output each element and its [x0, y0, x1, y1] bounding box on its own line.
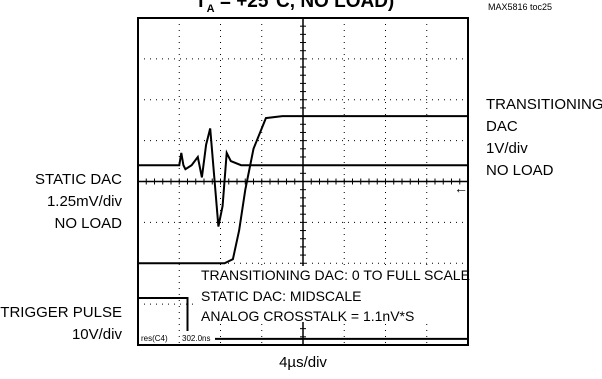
- transitioning-label: TRANSITIONING DAC 1V/div NO LOAD: [486, 96, 602, 179]
- figure-id: MAX5816 toc25: [488, 2, 553, 12]
- x-scale-label: 4µs/div: [279, 354, 327, 371]
- grid: [137, 17, 469, 346]
- readout-time: 302.0ns: [182, 334, 210, 343]
- readout-box-2: [180, 331, 215, 343]
- annotation-3: ANALOG CROSSTALK = 1.1nV*S: [201, 308, 414, 324]
- readout-box-1: [140, 331, 175, 343]
- trigger-label: TRIGGER PULSE 10V/div: [0, 304, 122, 343]
- annotation-1: TRANSITIONING DAC: 0 TO FULL SCALE: [201, 267, 470, 283]
- annotation-box: [198, 266, 464, 322]
- trace-trigger-pulse: [138, 297, 468, 340]
- annotation-2: STATIC DAC: MIDSCALE: [201, 288, 362, 304]
- readout-channel: res(C4): [141, 334, 168, 343]
- traces: [138, 115, 468, 340]
- trace-transitioning-dac: [138, 115, 468, 265]
- trace-static-dac: [138, 128, 468, 227]
- annotations: TRANSITIONING DAC: 0 TO FULL SCALE STATI…: [198, 266, 470, 324]
- static-label: STATIC DAC 1.25mV/div NO LOAD: [35, 171, 122, 232]
- chart-title: TA = +25°C, NO LOAD): [195, 0, 395, 15]
- trigger-level-marker: ←: [454, 180, 468, 196]
